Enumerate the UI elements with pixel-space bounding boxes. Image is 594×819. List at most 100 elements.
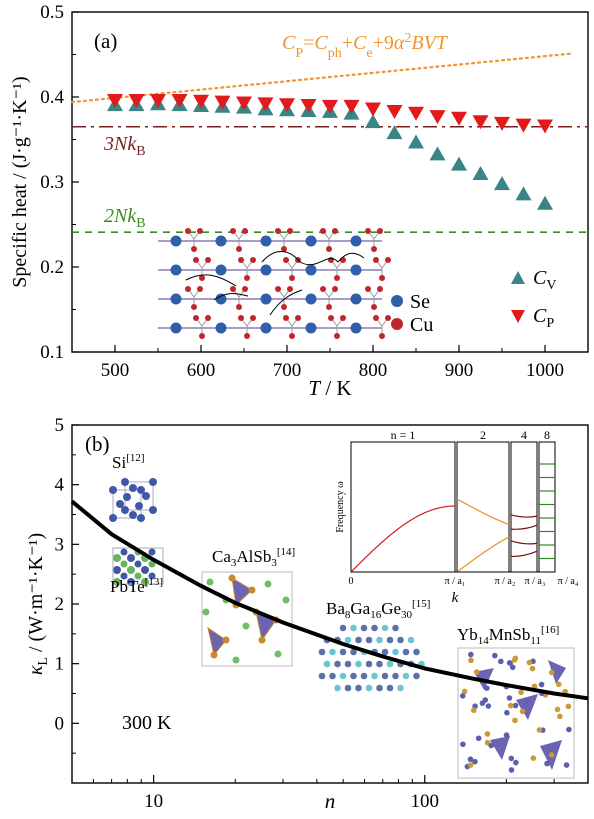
cp-point — [365, 102, 381, 117]
si-atom — [135, 502, 143, 510]
clathrate-atom — [355, 636, 362, 644]
inset-frame-n8 — [538, 441, 556, 573]
clathrate-atom — [376, 636, 383, 644]
cu-atom — [199, 333, 205, 339]
atom — [274, 650, 282, 658]
cu-atom — [275, 286, 281, 292]
clathrate-atom — [386, 684, 394, 692]
clathrate-atom — [386, 636, 394, 644]
atom — [536, 727, 543, 733]
y-tick-label: 0.4 — [40, 87, 64, 108]
formula-part: BVT — [411, 32, 448, 54]
se-atom — [350, 322, 362, 334]
clathrate-atom — [413, 648, 420, 656]
atom — [538, 681, 545, 688]
clathrate-atom — [318, 648, 326, 656]
atom — [484, 731, 491, 737]
se-atom — [305, 293, 317, 305]
panel-a-label: (a) — [94, 29, 117, 53]
atom — [242, 622, 250, 630]
clathrate-atom — [397, 684, 404, 692]
si-atom — [142, 492, 150, 500]
cu-atom — [238, 257, 244, 263]
branch-n1 — [350, 505, 456, 573]
inset-n4-label: 4 — [521, 428, 527, 442]
se-atom — [170, 235, 182, 247]
formula-part: e — [366, 46, 372, 61]
se-atom — [170, 293, 182, 305]
atom — [566, 726, 572, 733]
fit-line-cp — [70, 52, 572, 104]
hopping-arrow — [299, 257, 339, 266]
formula-part: α — [394, 32, 405, 54]
tetrahedron — [490, 736, 510, 760]
legend-cp-label: CP — [533, 305, 554, 331]
atom — [518, 689, 524, 696]
ref-label-2nkb: 2NkB — [104, 205, 146, 231]
atom — [544, 760, 550, 767]
pbte-atom — [141, 566, 149, 574]
y-tick-label: 0.1 — [40, 342, 64, 363]
atom — [524, 698, 530, 704]
cu-atom — [365, 228, 371, 234]
si-atom — [123, 493, 131, 501]
cu-atom — [287, 228, 293, 234]
se-atom — [170, 264, 182, 276]
ba8ga16ge30-structure — [318, 624, 425, 692]
clathrate-atom — [376, 684, 383, 692]
formula-part: P — [295, 46, 303, 61]
cu-atom — [289, 275, 295, 281]
inset-dispersion-curves — [350, 463, 555, 573]
cv-point — [429, 146, 446, 161]
cp-point — [214, 95, 231, 110]
se-atom — [215, 293, 227, 305]
branch-n2 — [456, 498, 510, 526]
cu-atom — [377, 228, 383, 234]
legend-cv-label: CV — [533, 267, 556, 293]
cp-point — [150, 93, 166, 108]
cp-point — [343, 99, 360, 114]
atom — [459, 693, 466, 699]
formula-part: ph — [328, 46, 342, 61]
se-atom — [350, 235, 362, 247]
se-atom — [260, 235, 272, 247]
cu-atom — [320, 228, 326, 234]
cv-point — [515, 186, 532, 201]
clathrate-atom — [360, 624, 368, 632]
pbte-structure — [112, 547, 164, 586]
kappa-curve — [70, 499, 589, 701]
atom — [210, 651, 218, 659]
cp-point — [472, 115, 489, 130]
se-atom — [350, 264, 362, 276]
cv-point — [494, 176, 510, 191]
se-atom — [260, 322, 272, 334]
clathrate-atom — [397, 636, 404, 644]
cp-point — [494, 116, 510, 131]
cell-edge — [457, 647, 575, 779]
cu-atom — [377, 286, 383, 292]
cu-atom — [230, 228, 236, 234]
panel-b-x-axis-title: n — [325, 789, 336, 813]
tetrahedron — [548, 660, 566, 684]
cp-point — [515, 118, 532, 133]
atom — [482, 697, 489, 703]
si-atom — [149, 478, 157, 486]
fit-formula-label: CP=Cph+Ce+9α2BVT — [282, 31, 449, 61]
tetrahedron — [516, 694, 538, 720]
clathrate-atom — [329, 672, 336, 680]
legend-cp-marker — [511, 310, 525, 323]
panel-a-x-axis-title: T / K — [308, 376, 351, 400]
pbte-atom — [134, 572, 142, 580]
atom — [206, 578, 214, 586]
atom — [473, 669, 480, 675]
legend-cu-label: Cu — [410, 314, 433, 336]
clathrate-atom — [350, 624, 357, 632]
cu-atom — [373, 315, 379, 321]
panel-a-frame — [71, 11, 589, 353]
clathrate-atom — [371, 672, 378, 680]
compound-label-si: Si[12] — [112, 452, 145, 472]
inset-xtick-3: π / a₃ — [525, 576, 546, 587]
si-atom — [121, 506, 129, 514]
hopping-arrow — [337, 252, 365, 263]
si-atom — [129, 484, 137, 492]
